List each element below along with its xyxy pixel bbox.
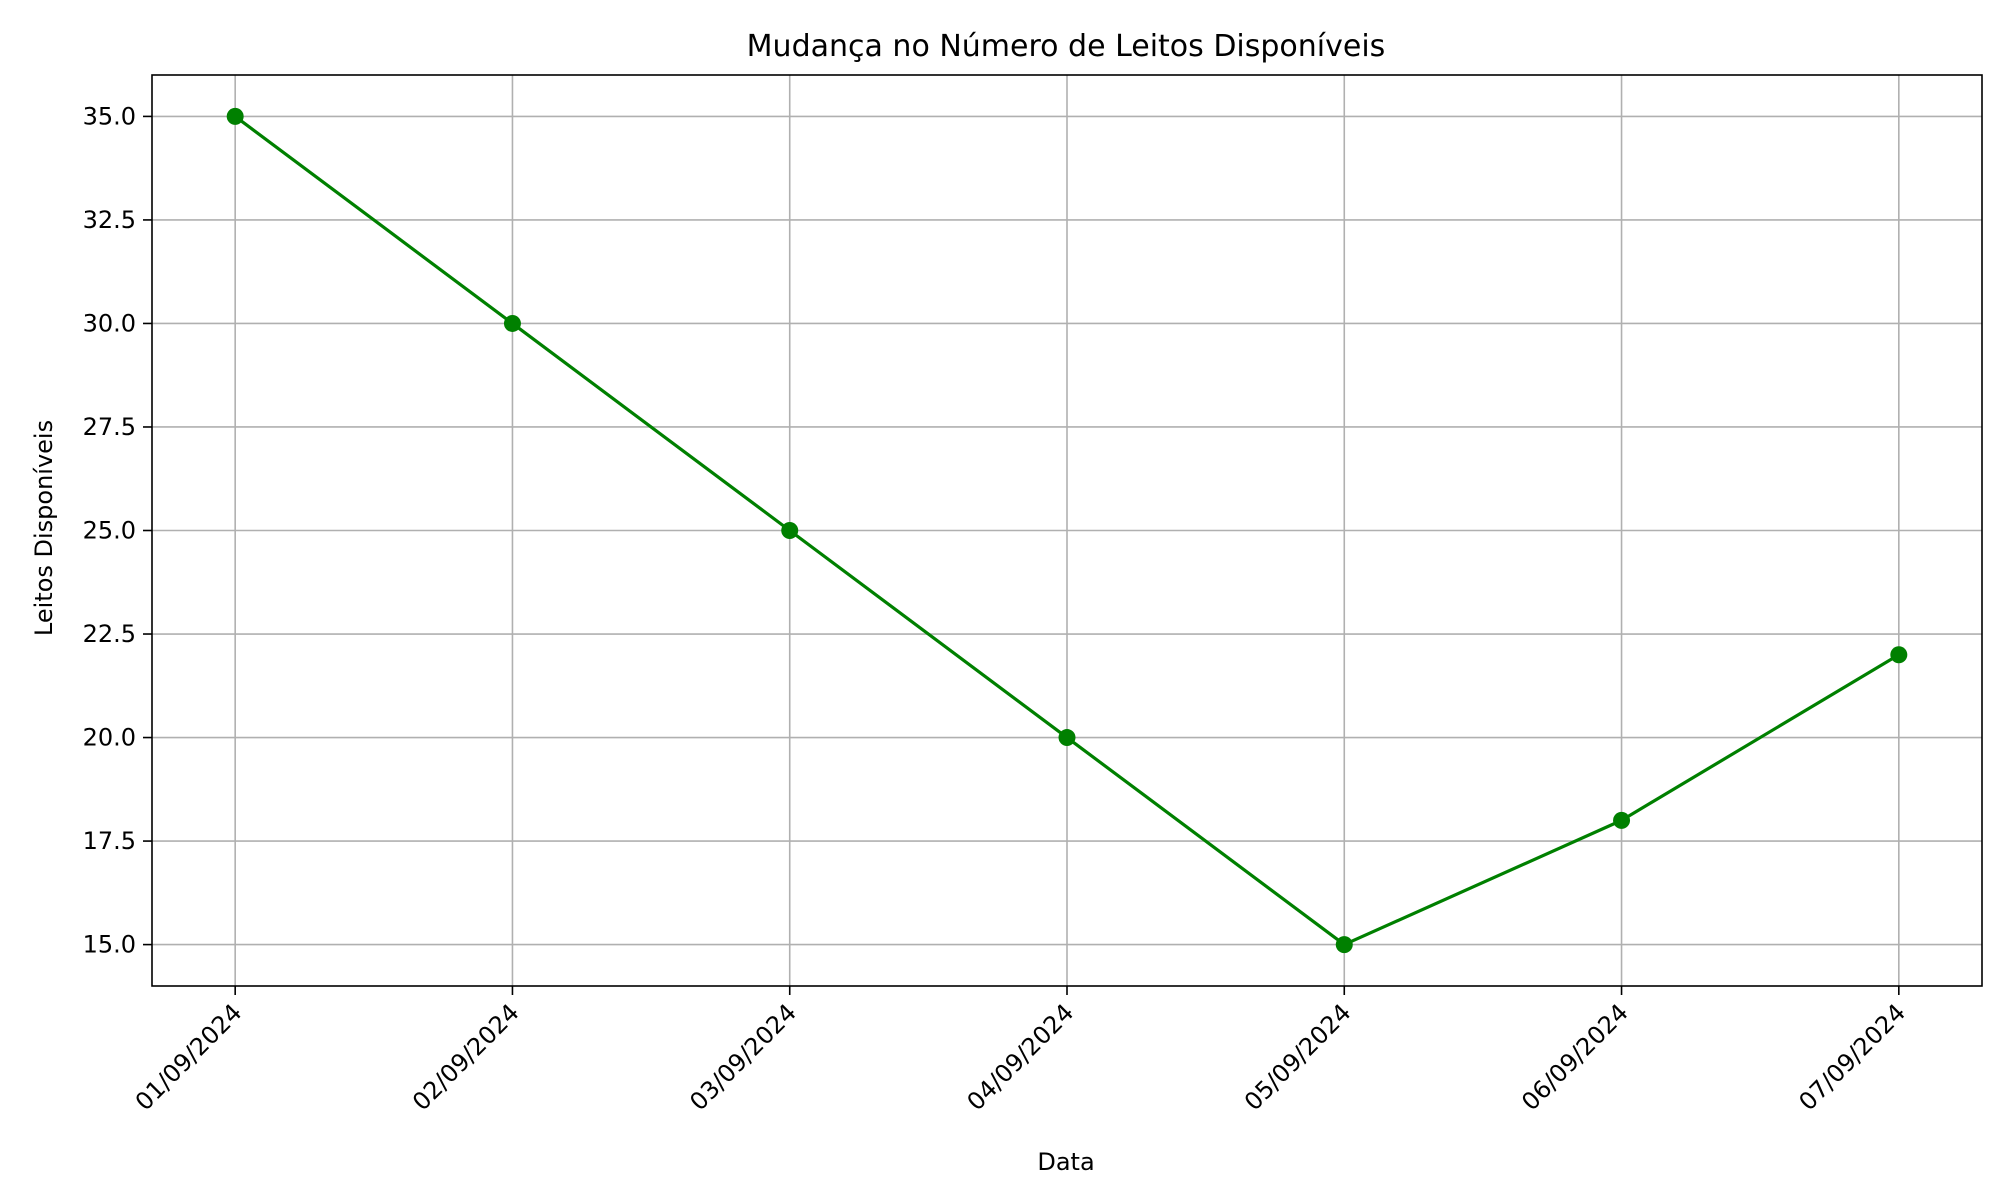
y-tick-label: 30.0 <box>83 309 136 337</box>
plot-frame <box>151 74 1983 987</box>
x-tick-label: 07/09/2024 <box>1793 998 1911 1116</box>
y-tick-label: 27.5 <box>83 413 136 441</box>
x-tick-label: 04/09/2024 <box>962 998 1080 1116</box>
x-axis-title: Data <box>1037 1148 1094 1176</box>
data-point <box>1613 811 1631 829</box>
y-tick-label: 20.0 <box>83 724 136 752</box>
y-tick-label: 15.0 <box>83 931 136 959</box>
x-tick-label: 05/09/2024 <box>1239 998 1357 1116</box>
y-tick-label: 17.5 <box>83 827 136 855</box>
x-tick-label: 01/09/2024 <box>130 998 248 1116</box>
y-tick-label: 35.0 <box>83 102 136 130</box>
data-point <box>226 107 244 125</box>
data-point <box>1335 936 1353 954</box>
data-point <box>1890 646 1908 664</box>
x-tick-label: 02/09/2024 <box>407 998 525 1116</box>
x-tick-label: 06/09/2024 <box>1516 998 1634 1116</box>
grid <box>152 75 1982 986</box>
x-tick-label: 03/09/2024 <box>684 998 802 1116</box>
y-tick-label: 25.0 <box>83 517 136 545</box>
y-tick-label: 32.5 <box>83 206 136 234</box>
data-point <box>1058 729 1076 747</box>
series-layer <box>226 107 1908 954</box>
chart-title: Mudança no Número de Leitos Disponíveis <box>747 29 1386 64</box>
data-point <box>781 522 799 539</box>
y-axis-title: Leitos Disponíveis <box>30 420 58 636</box>
axes: 01/09/2024 02/09/2024 03/09/2024 04/09/2024… <box>83 74 1983 1116</box>
data-point <box>503 314 521 332</box>
labels-layer: Mudança no Número de Leitos Disponíveis … <box>30 29 1385 1176</box>
y-tick-label: 22.5 <box>83 620 136 648</box>
